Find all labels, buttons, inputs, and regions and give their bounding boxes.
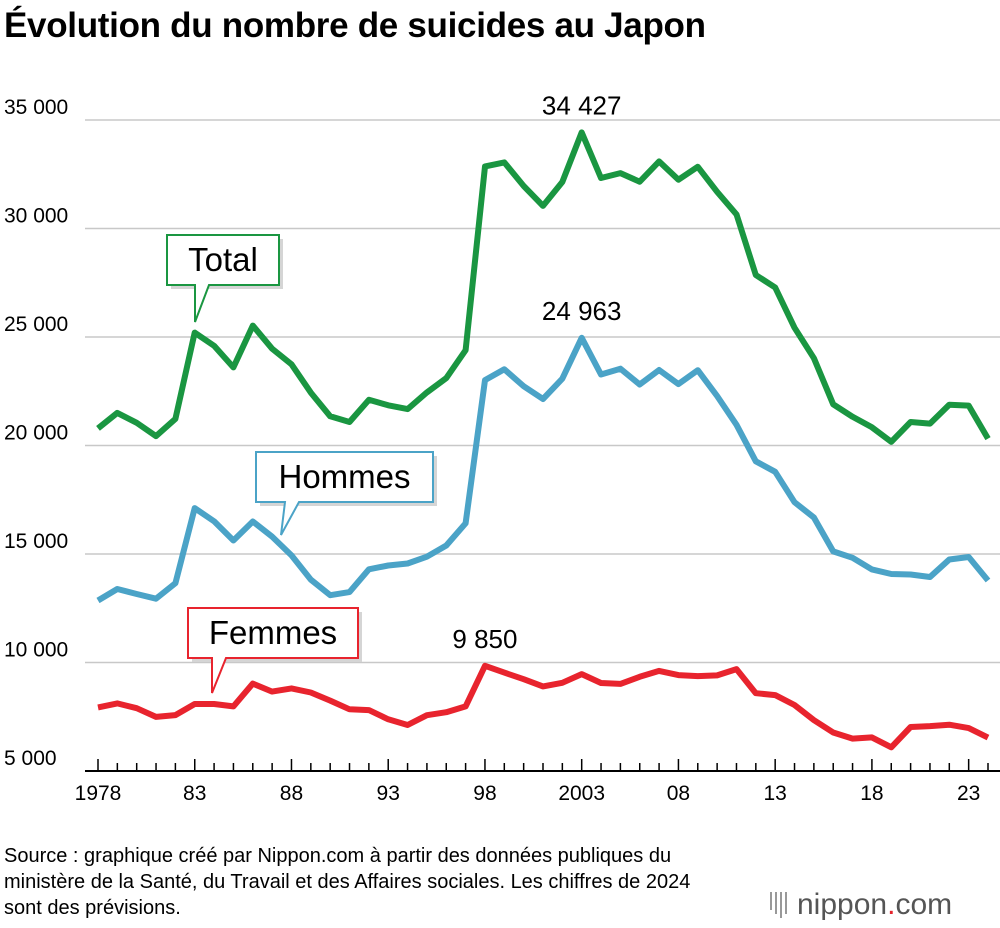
y-tick-label: 10 000	[4, 639, 68, 662]
callout-hommes: Hommes	[255, 451, 437, 536]
callout-box	[255, 451, 434, 536]
chart-title: Évolution du nombre de suicides au Japon	[4, 6, 706, 45]
y-tick-label: 20 000	[4, 422, 68, 445]
logo-dot: .	[887, 888, 896, 921]
y-axis-tick-labels: 5 000 10 000 15 000 20 000 25 000 30 000 35 00…	[4, 96, 68, 770]
nippon-logo: nippon. com	[770, 888, 952, 922]
gridlines	[85, 119, 1000, 664]
line-chart: 5 000 10 000 15 000 20 000 25 000 30 000 35 00…	[4, 90, 1000, 805]
callout-box	[187, 607, 359, 694]
x-tick-label: 23	[957, 782, 980, 805]
source-note: Source : graphique créé par Nippon.com à…	[4, 845, 691, 919]
series-line-total	[96, 129, 991, 445]
series-callouts: Total Hommes Femmes	[166, 234, 437, 694]
y-tick-label: 35 000	[4, 96, 68, 119]
logo-text: nippon	[797, 888, 888, 921]
x-tick-label: 83	[183, 782, 206, 805]
series-line-femmes	[97, 662, 990, 751]
annotation-hommes: 24 963	[542, 296, 622, 326]
callout-label: Femmes	[209, 614, 337, 651]
x-tick-label: 13	[763, 782, 786, 805]
callout-total: Total	[166, 234, 283, 323]
x-tick-label: 18	[860, 782, 883, 805]
callout-femmes: Femmes	[187, 607, 362, 694]
callout-label: Hommes	[278, 458, 410, 495]
x-tick-label: 1978	[75, 782, 122, 805]
annotation-total: 34 427	[542, 90, 622, 120]
x-tick-label: 2003	[558, 782, 605, 805]
x-tick-label: 08	[667, 782, 690, 805]
series-lines	[96, 129, 991, 751]
x-tick-label: 98	[473, 782, 496, 805]
x-tick-label: 93	[377, 782, 400, 805]
logo-bars-icon	[770, 892, 787, 918]
y-tick-label: 30 000	[4, 205, 68, 228]
series-line-hommes	[96, 334, 991, 604]
callout-box	[166, 234, 280, 323]
annotation-femmes: 9 850	[452, 624, 517, 654]
x-tick-label: 88	[280, 782, 303, 805]
y-tick-label: 25 000	[4, 313, 68, 336]
y-tick-label: 5 000	[4, 747, 57, 770]
callout-label: Total	[188, 241, 258, 278]
y-tick-label: 15 000	[4, 530, 68, 553]
logo-suffix: com	[895, 888, 953, 921]
x-axis: 1978 83 88 93 98 2003 08 13 18 23	[75, 759, 1000, 805]
peak-annotations: 34 427 24 963 9 850	[452, 90, 621, 653]
